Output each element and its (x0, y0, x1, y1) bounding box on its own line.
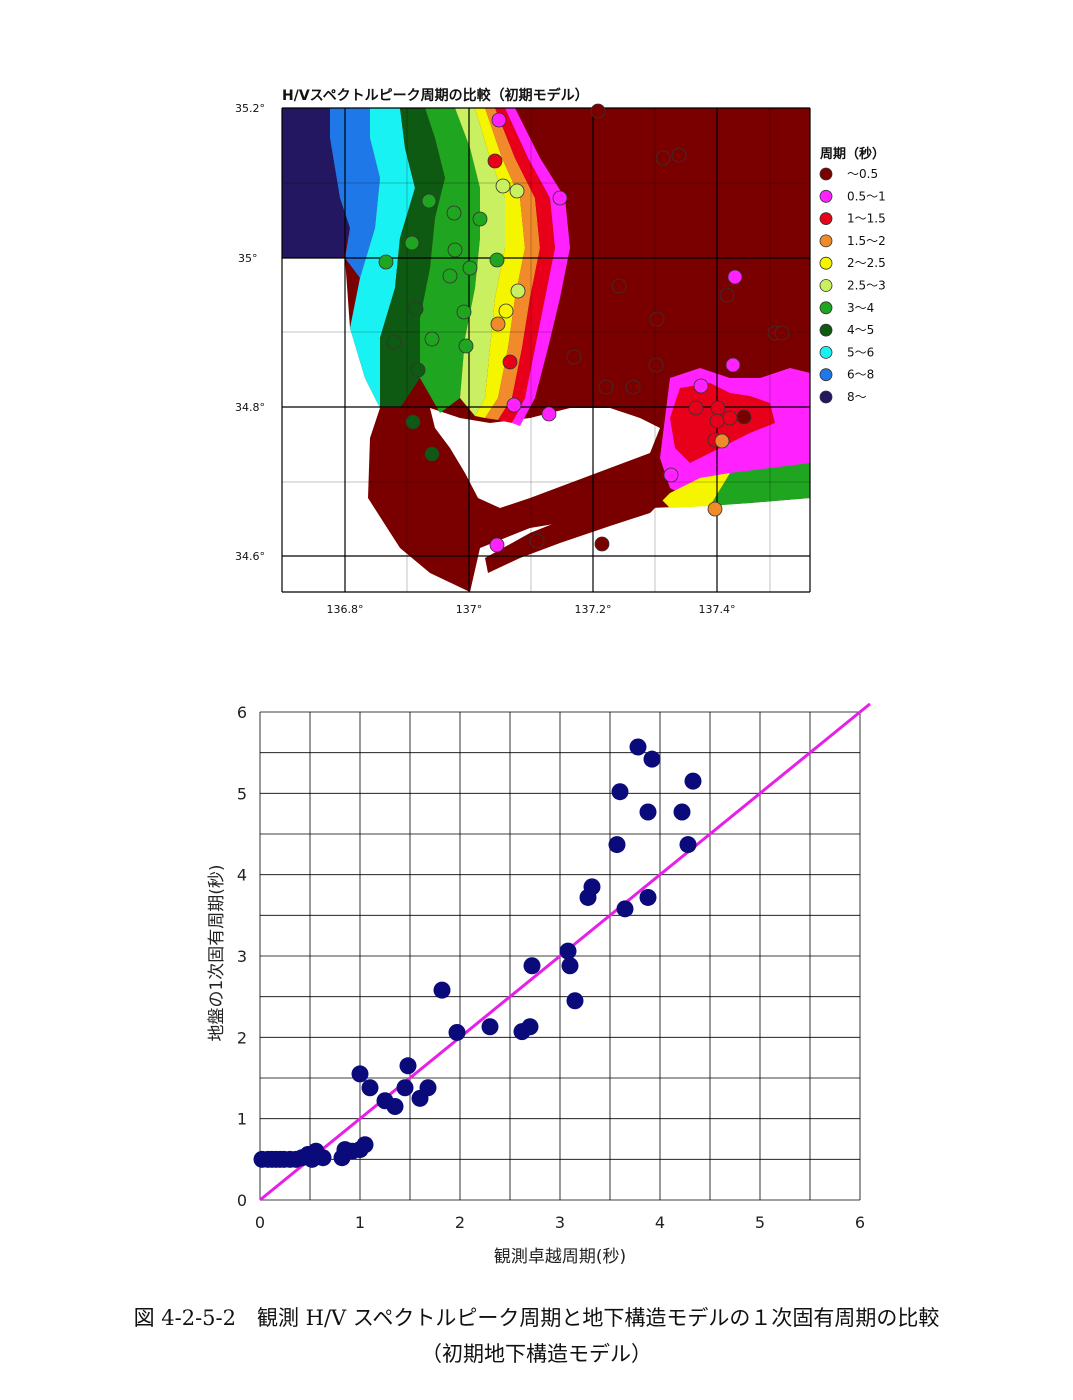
map-sea-south (470, 498, 810, 592)
scatter-point (629, 738, 647, 756)
scatter-point (448, 1023, 466, 1041)
legend-label: 4～5 (847, 323, 874, 337)
lat-label-34.6: 34.6° (235, 550, 265, 563)
lon-label-137.2: 137.2° (575, 603, 612, 616)
legend-swatch (819, 234, 833, 248)
scatter-point (399, 1057, 417, 1075)
scatter-point (356, 1136, 374, 1154)
scatter-point (314, 1149, 332, 1167)
scatter-point (616, 900, 634, 918)
scatter-point (419, 1079, 437, 1097)
figure-caption: 図 4-2-5-2 観測 H/V スペクトルピーク周期と地下構造モデルの１次固有… (133, 1306, 940, 1330)
map-bay-white (430, 408, 660, 508)
x-tick-label: 2 (455, 1213, 465, 1232)
scatter-point (561, 957, 579, 975)
legend-label: 6～8 (847, 368, 874, 382)
x-tick-label: 0 (255, 1213, 265, 1232)
hv-peak-period-map: H/Vスペクトルピーク周期の比較（初期モデル） (235, 87, 886, 616)
legend-title: 周期（秒） (820, 146, 885, 162)
lat-label-34.8: 34.8° (235, 401, 265, 414)
figure-caption-sub: （初期地下構造モデル） (421, 1342, 652, 1366)
lon-label-137: 137° (456, 603, 483, 616)
map-zone-1-1.5 (495, 108, 555, 423)
legend-label: 3～4 (847, 301, 874, 315)
scatter-point (608, 836, 626, 854)
scatter-point (523, 957, 541, 975)
map-zone-1.5-2 (485, 108, 540, 420)
lon-label-136.8: 136.8° (327, 603, 364, 616)
legend-label: 2～2.5 (847, 256, 886, 270)
scatter-point (396, 1079, 414, 1097)
legend-swatch (819, 301, 833, 315)
scatter-point (583, 878, 601, 896)
x-tick-label: 4 (655, 1213, 665, 1232)
map-lon-labels: 136.8° 137° 137.2° 137.4° (327, 603, 736, 616)
scatter-tick-labels: 0 1 2 3 4 5 6 0 1 2 3 4 5 6 (237, 703, 865, 1232)
legend-label: 5～6 (847, 345, 874, 359)
x-tick-label: 3 (555, 1213, 565, 1232)
scatter-point (559, 942, 577, 960)
map-zone-6-8 (330, 108, 380, 278)
map-subgrid (282, 108, 810, 592)
map-lat-labels: 35.2° 35° 34.8° 34.6° (235, 102, 265, 563)
legend-swatch (819, 390, 833, 404)
legend-label: 8～ (847, 390, 867, 404)
y-tick-label: 2 (237, 1028, 247, 1047)
x-axis-label: 観測卓越周期(秒) (494, 1247, 626, 1267)
y-tick-label: 4 (237, 866, 247, 885)
legend-swatch (819, 212, 833, 226)
scatter-point (639, 888, 657, 906)
lat-label-35.2: 35.2° (235, 102, 265, 115)
x-tick-label: 5 (755, 1213, 765, 1232)
map-zone-se-green (710, 463, 810, 506)
scatter-point (611, 783, 629, 801)
scatter-point (679, 836, 697, 854)
lat-label-35: 35° (238, 252, 258, 265)
map-no-data-west (282, 258, 470, 592)
x-tick-label: 6 (855, 1213, 865, 1232)
y-tick-label: 5 (237, 784, 247, 803)
scatter-point (521, 1018, 539, 1036)
scatter-point (351, 1065, 369, 1083)
y-tick-label: 0 (237, 1191, 247, 1210)
y-tick-label: 1 (237, 1110, 247, 1129)
scatter-point (566, 992, 584, 1010)
map-stations (378, 103, 790, 553)
scatter-point (386, 1097, 404, 1115)
legend-swatch (819, 323, 833, 337)
scatter-point (639, 803, 657, 821)
map-peninsula-dark (485, 483, 670, 573)
legend-label: ～0.5 (847, 167, 878, 181)
y-tick-label: 3 (237, 947, 247, 966)
legend-label: 1～1.5 (847, 212, 886, 226)
scatter-point (481, 1018, 499, 1036)
x-tick-label: 1 (355, 1213, 365, 1232)
scatter-point (643, 750, 661, 768)
map-area (281, 103, 811, 593)
period-comparison-scatter: 0 1 2 3 4 5 6 0 1 2 3 4 5 6 観測卓越周期(秒) 地盤の1次固有周期(秒) (207, 702, 871, 1267)
scatter-point (673, 803, 691, 821)
scatter-point (433, 981, 451, 999)
legend-swatch (819, 256, 833, 270)
y-axis-label: 地盤の1次固有周期(秒) (207, 864, 227, 1041)
legend-swatch (819, 368, 833, 382)
legend-swatch (819, 189, 833, 203)
map-zone-se-yellow (660, 473, 730, 508)
scatter-point (361, 1079, 379, 1097)
legend-label: 2.5～3 (847, 279, 886, 293)
legend-swatch (819, 279, 833, 292)
scatter-points (253, 738, 702, 1168)
legend-label: 1.5～2 (847, 234, 886, 248)
scatter-point (684, 772, 702, 790)
legend-swatch (819, 345, 833, 359)
y-tick-label: 6 (237, 703, 247, 722)
lon-label-137.4: 137.4° (699, 603, 736, 616)
legend-label: 0.5～1 (847, 189, 886, 203)
legend-swatch (819, 167, 833, 181)
map-zone-0.5-1 (505, 108, 570, 426)
map-title: H/Vスペクトルピーク周期の比較（初期モデル） (282, 87, 589, 104)
map-legend: 周期（秒） ～0.5 0.5～1 1～1.5 1.5～2 2～2.5 2.5～3 3～4 4～… (819, 146, 886, 404)
